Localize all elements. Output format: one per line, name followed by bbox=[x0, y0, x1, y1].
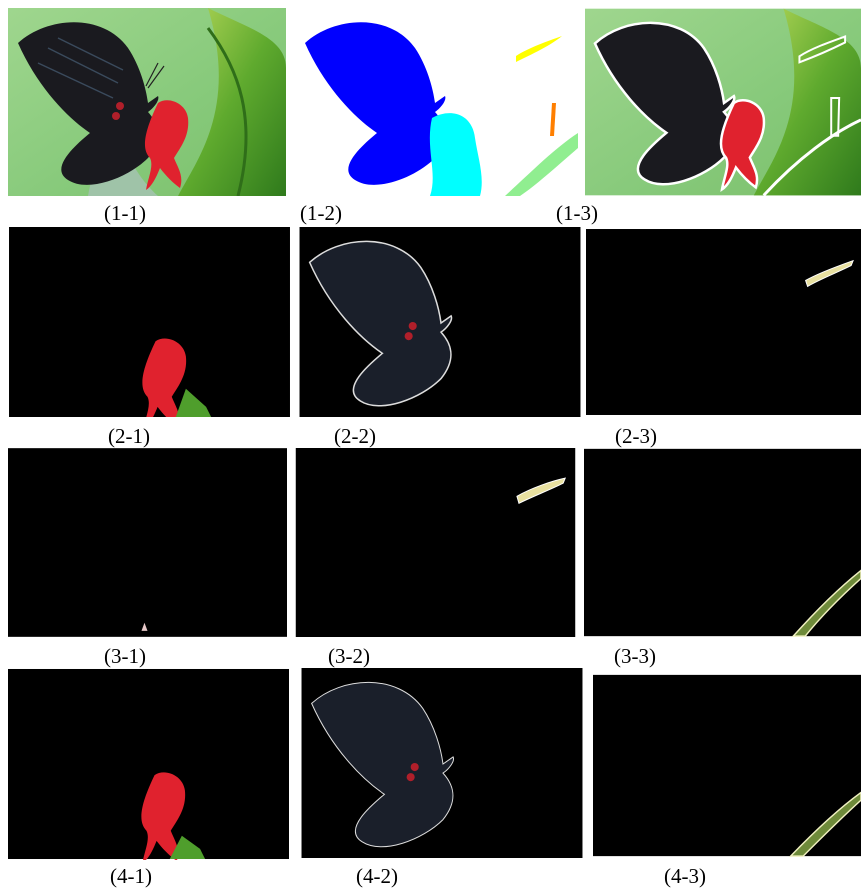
caption-4-2: (4-2) bbox=[356, 864, 398, 888]
object-panel-2-1 bbox=[8, 227, 291, 417]
contour-panel-1-3 bbox=[585, 8, 861, 196]
object-panel-3-3 bbox=[584, 448, 861, 637]
caption-2-3: (2-3) bbox=[615, 424, 657, 448]
object-panel-2-3 bbox=[586, 227, 861, 417]
caption-2-1: (2-1) bbox=[108, 424, 150, 448]
caption-3-3: (3-3) bbox=[614, 644, 656, 668]
object-panel-4-2 bbox=[299, 668, 585, 858]
caption-3-2: (3-2) bbox=[328, 644, 370, 668]
caption-1-3: (1-3) bbox=[556, 201, 598, 225]
caption-1-2: (1-2) bbox=[300, 201, 342, 225]
object-panel-3-2 bbox=[294, 448, 577, 637]
object-panel-4-3 bbox=[593, 672, 861, 859]
segmentation-panel-1-2 bbox=[300, 8, 578, 196]
caption-2-2: (2-2) bbox=[334, 424, 376, 448]
caption-4-1: (4-1) bbox=[110, 864, 152, 888]
caption-1-1: (1-1) bbox=[104, 201, 146, 225]
photo-panel-1-1 bbox=[8, 8, 286, 196]
object-panel-4-1 bbox=[8, 668, 289, 860]
caption-3-1: (3-1) bbox=[104, 644, 146, 668]
caption-4-3: (4-3) bbox=[664, 864, 706, 888]
object-panel-2-2 bbox=[299, 227, 581, 417]
object-panel-3-1 bbox=[8, 448, 287, 637]
